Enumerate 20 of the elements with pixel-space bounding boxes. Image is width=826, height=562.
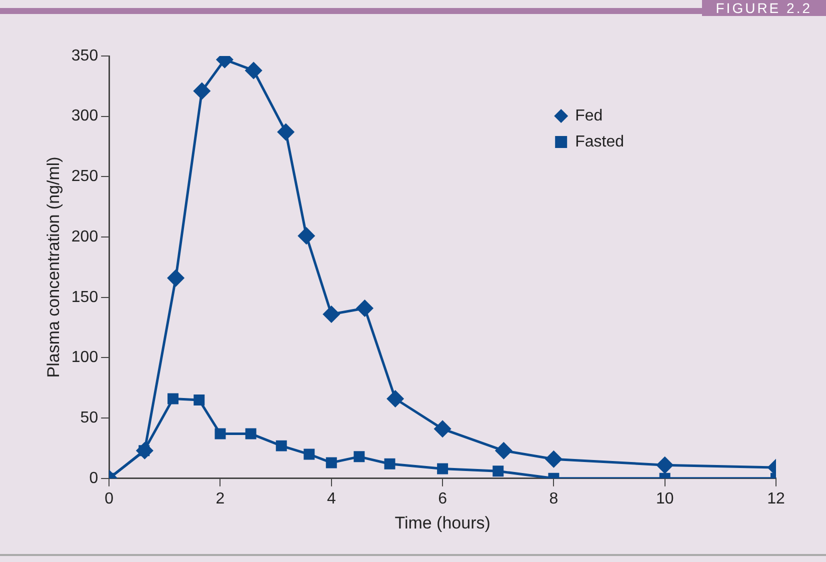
- y-tick-label: 300: [71, 108, 98, 125]
- y-axis-title: Plasma concentration (ng/ml): [44, 156, 63, 378]
- y-tick-label: 100: [71, 349, 98, 366]
- x-tick-label: 6: [438, 490, 448, 508]
- x-tick-label: 4: [326, 490, 336, 508]
- x-tick-label: 10: [656, 490, 674, 508]
- y-tick-label: 250: [71, 168, 98, 186]
- y-tick-label: 150: [71, 288, 98, 306]
- x-tick-label: 2: [216, 490, 225, 508]
- legend-label: Fed: [575, 107, 603, 124]
- y-tick-label: 0: [89, 470, 98, 487]
- caption: FIGURE 2.2: [702, 0, 826, 16]
- x-tick-label: 12: [767, 490, 785, 508]
- y-tick-label: 350: [71, 47, 98, 64]
- x-tick-label: 8: [549, 490, 558, 508]
- y-tick-label: 50: [80, 409, 98, 426]
- x-tick-label: 0: [104, 490, 114, 508]
- y-tick-label: 200: [71, 228, 98, 246]
- x-axis-title: Time (hours): [394, 513, 490, 532]
- legend-label: Fasted: [575, 133, 624, 150]
